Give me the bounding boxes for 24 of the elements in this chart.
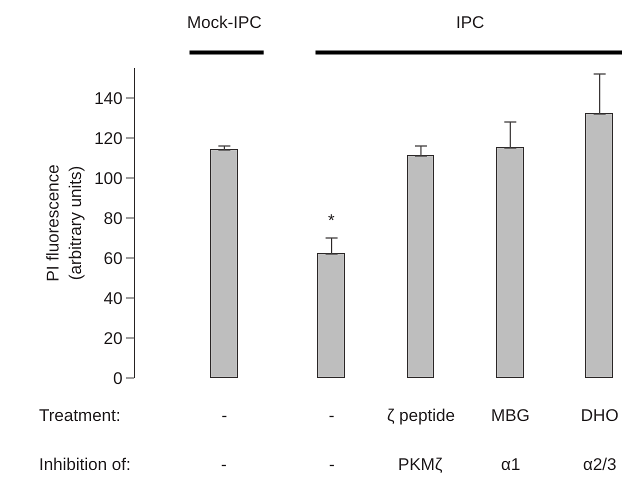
- text: Mock-IPC: [187, 13, 262, 32]
- y-tick-label: 100: [94, 168, 123, 188]
- text: -: [221, 455, 227, 474]
- annotation: *: [328, 211, 335, 230]
- x-tick-label: -: [222, 406, 228, 425]
- y-tick-label: 120: [94, 128, 123, 148]
- y-tick-label: 0: [113, 368, 123, 388]
- text: IPC: [456, 13, 484, 32]
- y-tick-label: 80: [104, 208, 123, 228]
- x-tick-label: ζ peptide: [386, 406, 455, 425]
- y-tick-label: 40: [104, 288, 123, 308]
- text: PKMζ: [398, 455, 443, 474]
- x-tick-label: MBG: [490, 406, 530, 425]
- x-tick-label: -: [328, 406, 334, 425]
- y-tick-label: 20: [104, 328, 123, 348]
- x-tick-label: DHO: [580, 406, 619, 425]
- y-axis-title: PI fluorescence (arbitrary units): [44, 164, 85, 282]
- text: α2/3: [583, 455, 616, 474]
- text: α1: [501, 455, 520, 474]
- y-tick-label: 140: [94, 88, 123, 108]
- text: Treatment:: [39, 406, 121, 425]
- text: -: [329, 455, 335, 474]
- text: Inhibition of:: [39, 455, 131, 474]
- y-tick-label: 60: [104, 248, 123, 268]
